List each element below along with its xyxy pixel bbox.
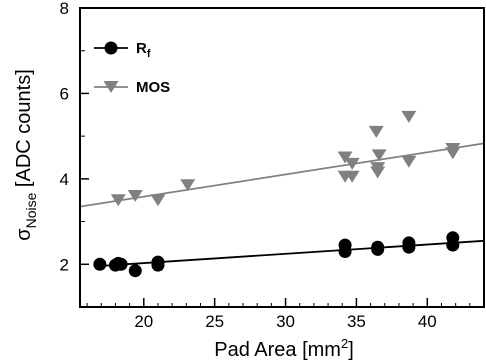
x-tick-label: 20 bbox=[134, 312, 153, 331]
x-tick-label: 25 bbox=[205, 312, 224, 331]
data-points bbox=[93, 110, 461, 278]
mos-data-point bbox=[127, 189, 143, 202]
axis-ticks: 20 25 30 35 40 2 4 6 8 bbox=[60, 0, 471, 331]
mos-fit-line bbox=[79, 142, 485, 208]
mos-data-point bbox=[368, 125, 384, 138]
x-tick-label: 35 bbox=[347, 312, 366, 331]
y-tick-label: 8 bbox=[60, 0, 69, 18]
x-tick-label: 40 bbox=[418, 312, 437, 331]
mos-legend-label: MOS bbox=[136, 79, 170, 96]
mos-data-point bbox=[344, 157, 360, 170]
rf-data-point bbox=[338, 238, 352, 252]
mos-data-point bbox=[337, 151, 353, 164]
y-tick-label: 4 bbox=[60, 170, 69, 189]
rf-data-point bbox=[151, 255, 165, 269]
x-tick-label: 30 bbox=[276, 312, 295, 331]
y-tick-label: 6 bbox=[60, 84, 69, 103]
y-axis-label: σNoise [ADC counts] bbox=[13, 69, 39, 241]
rf-data-point bbox=[93, 257, 107, 271]
mos-data-point bbox=[110, 194, 126, 207]
rf-data-point bbox=[371, 240, 385, 254]
mos-legend-marker bbox=[103, 81, 119, 93]
legend: Rf MOS bbox=[94, 40, 170, 96]
mos-data-point bbox=[344, 170, 360, 183]
rf-data-point bbox=[446, 231, 460, 245]
mos-data-point bbox=[180, 179, 196, 192]
rf-legend-marker bbox=[104, 41, 118, 55]
mos-data-point bbox=[370, 162, 386, 175]
mos-data-point bbox=[150, 194, 166, 207]
y-tick-label: 2 bbox=[60, 255, 69, 274]
plot-frame bbox=[79, 7, 485, 308]
x-axis-label: Pad Area [mm2] bbox=[214, 336, 354, 361]
rf-data-point bbox=[128, 264, 142, 278]
mos-data-point bbox=[371, 149, 387, 162]
mos-data-point bbox=[445, 142, 461, 155]
rf-data-point bbox=[114, 257, 128, 271]
rf-legend-label: Rf bbox=[136, 40, 151, 60]
mos-data-point bbox=[401, 110, 417, 123]
mos-data-point bbox=[401, 155, 417, 168]
rf-data-point bbox=[402, 236, 416, 250]
